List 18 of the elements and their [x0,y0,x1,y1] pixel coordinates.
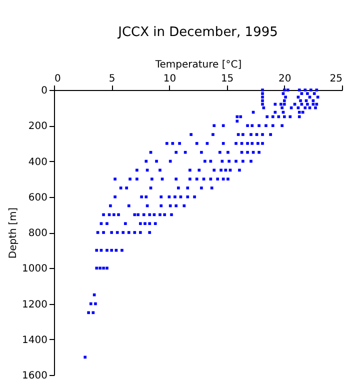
y-tick-label: 1400 [22,334,48,346]
x-axis-title: Temperature [°C] [154,60,242,70]
y-tick-label: 200 [28,121,48,132]
y-tick-label: 800 [28,228,48,239]
y-axis-title: Depth [m] [8,207,20,259]
y-tick-label: 1600 [22,370,48,382]
y-tick-label: 400 [28,156,48,168]
y-tick-label: 600 [28,192,48,204]
y-tick-label: 1200 [22,299,48,310]
y-tick-label: 0 [41,86,48,96]
x-tick-label: 15 [220,74,234,84]
y-tick-label: 1000 [22,264,48,275]
x-tick-label: 10 [163,74,176,84]
chart-title: JCCX in December, 1995 [117,25,278,40]
x-tick-label: 0 [54,74,61,84]
x-tick-label: 25 [330,74,342,84]
x-tick-label: 20 [278,74,292,84]
x-tick-label: 5 [108,74,116,84]
